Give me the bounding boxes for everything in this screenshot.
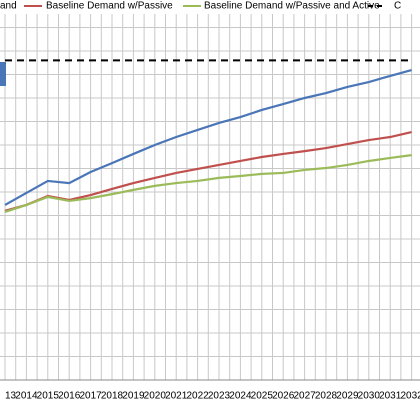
x-tick-label: 2023	[208, 391, 231, 402]
x-tick-label: 2022	[186, 391, 209, 402]
legend-label: Baseline Demand w/Passive	[46, 1, 173, 12]
x-tick-label: 2016	[58, 391, 81, 402]
x-tick-label: 2015	[37, 391, 60, 402]
x-tick-label: 2017	[79, 391, 102, 402]
marker-box	[0, 62, 6, 86]
x-tick-label: 2027	[293, 391, 316, 402]
x-tick-label: 2014	[15, 391, 38, 402]
x-tick-label: 2028	[315, 391, 338, 402]
x-tick-label: 2030	[358, 391, 381, 402]
x-tick-label: 2018	[101, 391, 124, 402]
x-tick-label: 2025	[251, 391, 274, 402]
legend-label: Baseline Demand w/Passive and Active	[204, 1, 380, 12]
series-line	[4, 154, 412, 214]
x-tick-label: 2032	[400, 391, 420, 402]
x-tick-label: 2020	[144, 391, 167, 402]
x-tick-label: 2026	[272, 391, 295, 402]
x-tick-label: 2029	[336, 391, 359, 402]
series-line	[4, 68, 412, 206]
legend-label: and	[0, 1, 17, 12]
x-tick-label: 2024	[229, 391, 252, 402]
legend-label: C	[394, 1, 401, 12]
x-tick-label: 2031	[379, 391, 402, 402]
series-line	[4, 131, 412, 212]
x-tick-label: 2019	[122, 391, 145, 402]
x-tick-label: 2021	[165, 391, 188, 402]
x-tick-label: 13	[5, 391, 17, 402]
